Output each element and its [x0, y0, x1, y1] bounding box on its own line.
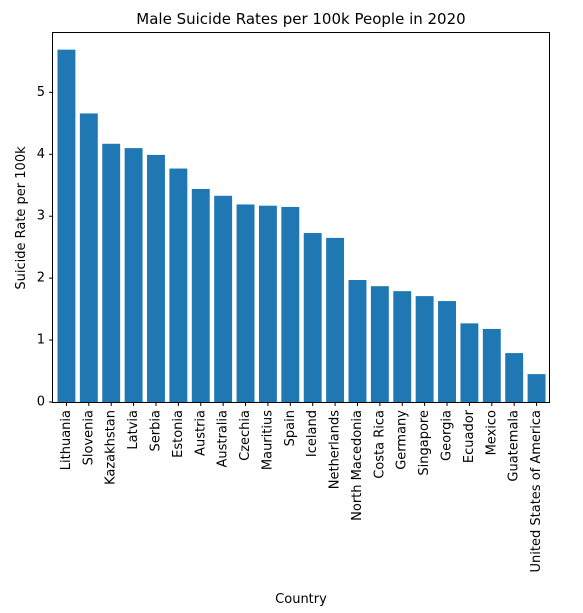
y-tick-label: 3: [37, 209, 45, 224]
bar-germany: [393, 291, 412, 402]
bar-mauritius: [258, 205, 277, 402]
x-tick-label: Netherlands: [328, 410, 343, 489]
x-tick-label: Serbia: [148, 410, 163, 451]
bar-united-states-of-america: [527, 374, 546, 402]
bar-austria: [191, 188, 210, 402]
bar-guatemala: [505, 353, 524, 402]
x-tick-label: Guatemala: [507, 410, 522, 482]
x-tick-label: Mauritius: [260, 410, 275, 470]
bar-spain: [281, 206, 300, 402]
y-axis-ticks: 0 1 2 3 4 5: [37, 85, 53, 410]
y-axis-label: Suicide Rate per 100k: [14, 146, 29, 290]
bar-north-macedonia: [348, 280, 367, 402]
x-tick-label: Germany: [395, 410, 410, 470]
x-tick-label: Slovenia: [81, 410, 96, 465]
y-tick-label: 2: [37, 271, 45, 286]
x-tick-label: Ecuador: [462, 409, 477, 463]
x-tick-label: Costa Rica: [372, 410, 387, 479]
bar-kazakhstan: [102, 143, 121, 402]
bar-singapore: [415, 296, 434, 402]
x-tick-label: Latvia: [126, 410, 141, 450]
x-tick-label: Australia: [216, 410, 231, 468]
y-tick-label: 5: [37, 85, 45, 100]
x-tick-label: Kazakhstan: [104, 410, 119, 485]
x-tick-label: Czechia: [238, 410, 253, 461]
x-axis-label: Country: [275, 592, 327, 607]
bar-slovenia: [79, 113, 98, 403]
bar-mexico: [482, 328, 501, 402]
bar-czechia: [236, 204, 255, 402]
y-tick-label: 1: [37, 333, 45, 348]
bar-lithuania: [57, 49, 76, 403]
bar-estonia: [169, 168, 188, 402]
x-tick-label: Singapore: [417, 410, 432, 476]
bars-group: [57, 49, 546, 403]
x-tick-label: Georgia: [440, 410, 455, 461]
bar-latvia: [124, 148, 143, 402]
x-tick-label: North Macedonia: [350, 410, 365, 521]
bar-netherlands: [326, 237, 345, 402]
y-tick-label: 4: [37, 147, 45, 162]
bar-ecuador: [460, 323, 479, 402]
x-tick-label: Lithuania: [59, 410, 74, 470]
y-tick-label: 0: [37, 395, 45, 410]
chart-title: Male Suicide Rates per 100k People in 20…: [136, 10, 465, 28]
bar-costa-rica: [370, 286, 389, 402]
bar-iceland: [303, 232, 322, 402]
x-tick-label: Iceland: [305, 410, 320, 457]
x-axis-ticks: Lithuania Slovenia Kazakhstan Latvia Serbia E…: [59, 402, 544, 572]
bar-australia: [214, 195, 233, 402]
x-tick-label: Estonia: [171, 410, 186, 458]
bar-georgia: [438, 301, 456, 402]
x-tick-label: Spain: [283, 410, 298, 446]
x-tick-label: Mexico: [484, 410, 499, 455]
x-tick-label: Austria: [193, 410, 208, 456]
bar-serbia: [147, 154, 165, 402]
x-tick-label: United States of America: [529, 410, 544, 572]
plot-frame: [52, 32, 550, 403]
